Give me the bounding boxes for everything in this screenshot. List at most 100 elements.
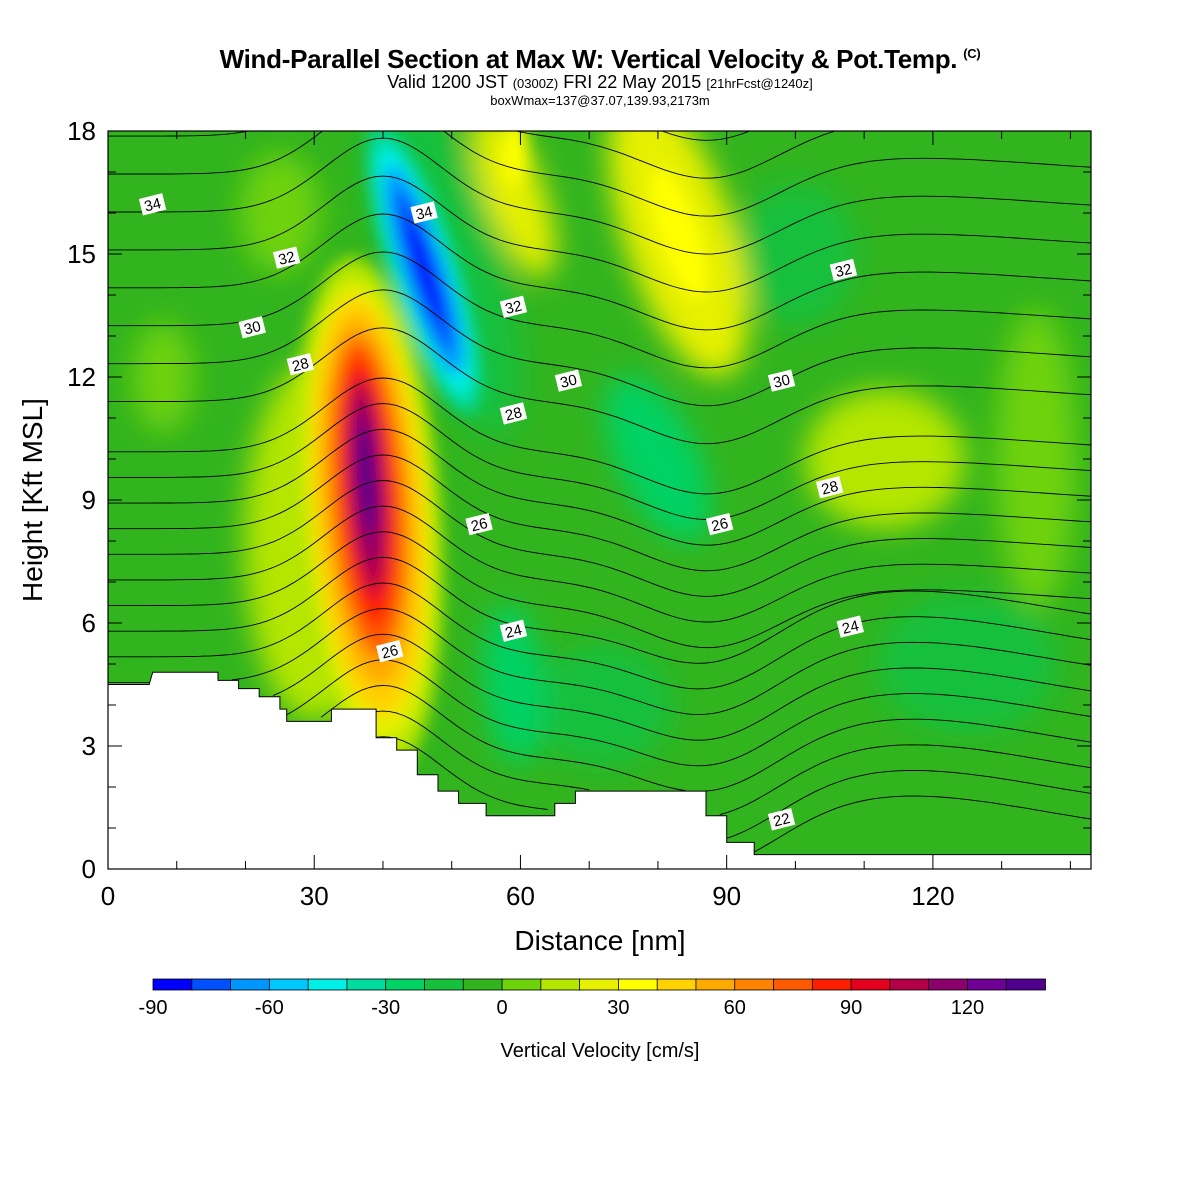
theta-contour-line [108,608,1091,716]
contour-label-bg [286,353,315,376]
colorbar-tick-label: 30 [607,997,629,1019]
contour-label: 32 [272,246,301,269]
contour-label-bg [836,615,864,638]
velocity-region [804,389,965,529]
updraft-aloft-core [501,131,526,187]
y-tick-label: 18 [67,116,96,146]
contour-label: 28 [286,353,315,376]
contour-label: 26 [465,512,493,536]
colorbar-bin [230,978,271,991]
y-tick-label: 6 [82,608,96,638]
theta-contour-line [753,795,1091,853]
colorbar-bin [268,978,310,991]
contour-labels: 34 34 32 32 32 30 30 30 28 28 28 26 26 26 24 24 22 [138,193,864,831]
colorbar-bin [346,978,387,991]
colorbar-bin [889,978,930,991]
contour-label: 24 [499,619,528,642]
theta-contour-line [108,480,1091,597]
velocity-region [482,604,545,765]
x-tick-label: 90 [712,881,741,911]
terrain-mask [107,671,1092,870]
updraft-core-band [357,422,376,532]
contour-label-text: 32 [504,298,524,319]
colorbar-bin [540,978,581,991]
contour-label-text: 26 [710,515,730,536]
contour-label-bg [238,316,266,339]
contour-label-text: 24 [504,621,524,642]
contour-label-text: 34 [143,195,163,216]
contour-label-text: 32 [277,248,297,269]
contour-label: 34 [410,201,438,224]
contour-label-text: 28 [504,404,524,425]
colorbar-bin [462,978,503,991]
y-tick-label: 9 [82,485,96,515]
y-tick-label: 0 [82,854,96,884]
contour-label: 28 [499,402,528,425]
contour-label-text: 30 [772,371,792,392]
chart-title: Wind-Parallel Section at Max W: Vertical… [219,44,981,74]
contour-label-bg [272,246,301,269]
potential-temperature-contours [108,131,1091,853]
theta-contour-line [376,710,1091,816]
y-tick-label: 3 [82,731,96,761]
velocity-region [996,309,1077,609]
contour-label-bg [499,402,528,425]
contour-label: 30 [238,316,266,339]
colorbar-bin [501,978,542,991]
colorbar-bin [424,978,465,991]
colorbar-bin [734,978,775,991]
contour-label-bg [829,258,858,282]
colorbar-bin [307,978,348,991]
theta-contour-line [108,454,1091,572]
velocity-region [735,184,856,324]
theta-contour-line [108,327,1091,445]
velocity-region [132,322,193,432]
contour-label: 26 [705,512,734,536]
contour-label: 26 [376,640,404,663]
colorbar-tick-label: -90 [139,997,168,1019]
theta-contour-line [108,556,1091,664]
colorbar-bin [928,978,969,991]
colorbar-label: Vertical Velocity [cm/s] [501,1040,700,1062]
contour-label-text: 28 [290,355,310,376]
colorbar-tick-label: 60 [724,997,746,1019]
x-tick-label: 120 [911,881,954,911]
contour-label-bg [554,369,583,392]
contour-label: 32 [829,258,858,282]
colorbar-tick-label: -30 [371,997,400,1019]
contour-label: 34 [138,193,167,216]
x-tick-label: 60 [506,881,535,911]
theta-contour-line [108,582,1091,690]
colorbar-bin [579,978,620,991]
contour-label-bg [376,640,404,663]
colorbar-bin [967,978,1008,991]
contour-label-bg [499,619,528,642]
contour-label-bg [767,808,796,831]
theta-contour-line [286,659,1091,767]
chart-subtitle: Valid 1200 JST (0300Z) FRI 22 May 2015 [… [387,72,813,92]
contour-label-bg [138,193,167,216]
contour-label: 24 [836,615,864,638]
contour-label: 22 [767,808,796,831]
y-axis-label: Height [Kft MSL] [17,398,48,602]
theta-contour-line [108,377,1091,495]
contour-label-bg [499,295,528,318]
colorbar-bin [191,978,232,991]
velocity-region [605,375,711,543]
colorbar: -90 -60 -30 0 30 60 90 120 [139,978,1046,1019]
colorbar-bin [656,978,697,991]
contour-label-bg [705,512,734,536]
colorbar-tick-label: 0 [496,997,507,1019]
theta-contour-line [376,736,1091,839]
contour-label-bg [465,512,493,536]
theta-contour-line [108,175,1091,293]
contour-label-bg [767,369,796,392]
colorbar-tick-label: 120 [951,997,984,1019]
contour-label: 32 [499,295,528,319]
colorbar-bin [1005,978,1046,991]
velocity-region [532,645,673,765]
downdraft-core-band [405,218,444,323]
velocity-region [471,131,556,278]
theta-contour-line [108,289,1091,407]
